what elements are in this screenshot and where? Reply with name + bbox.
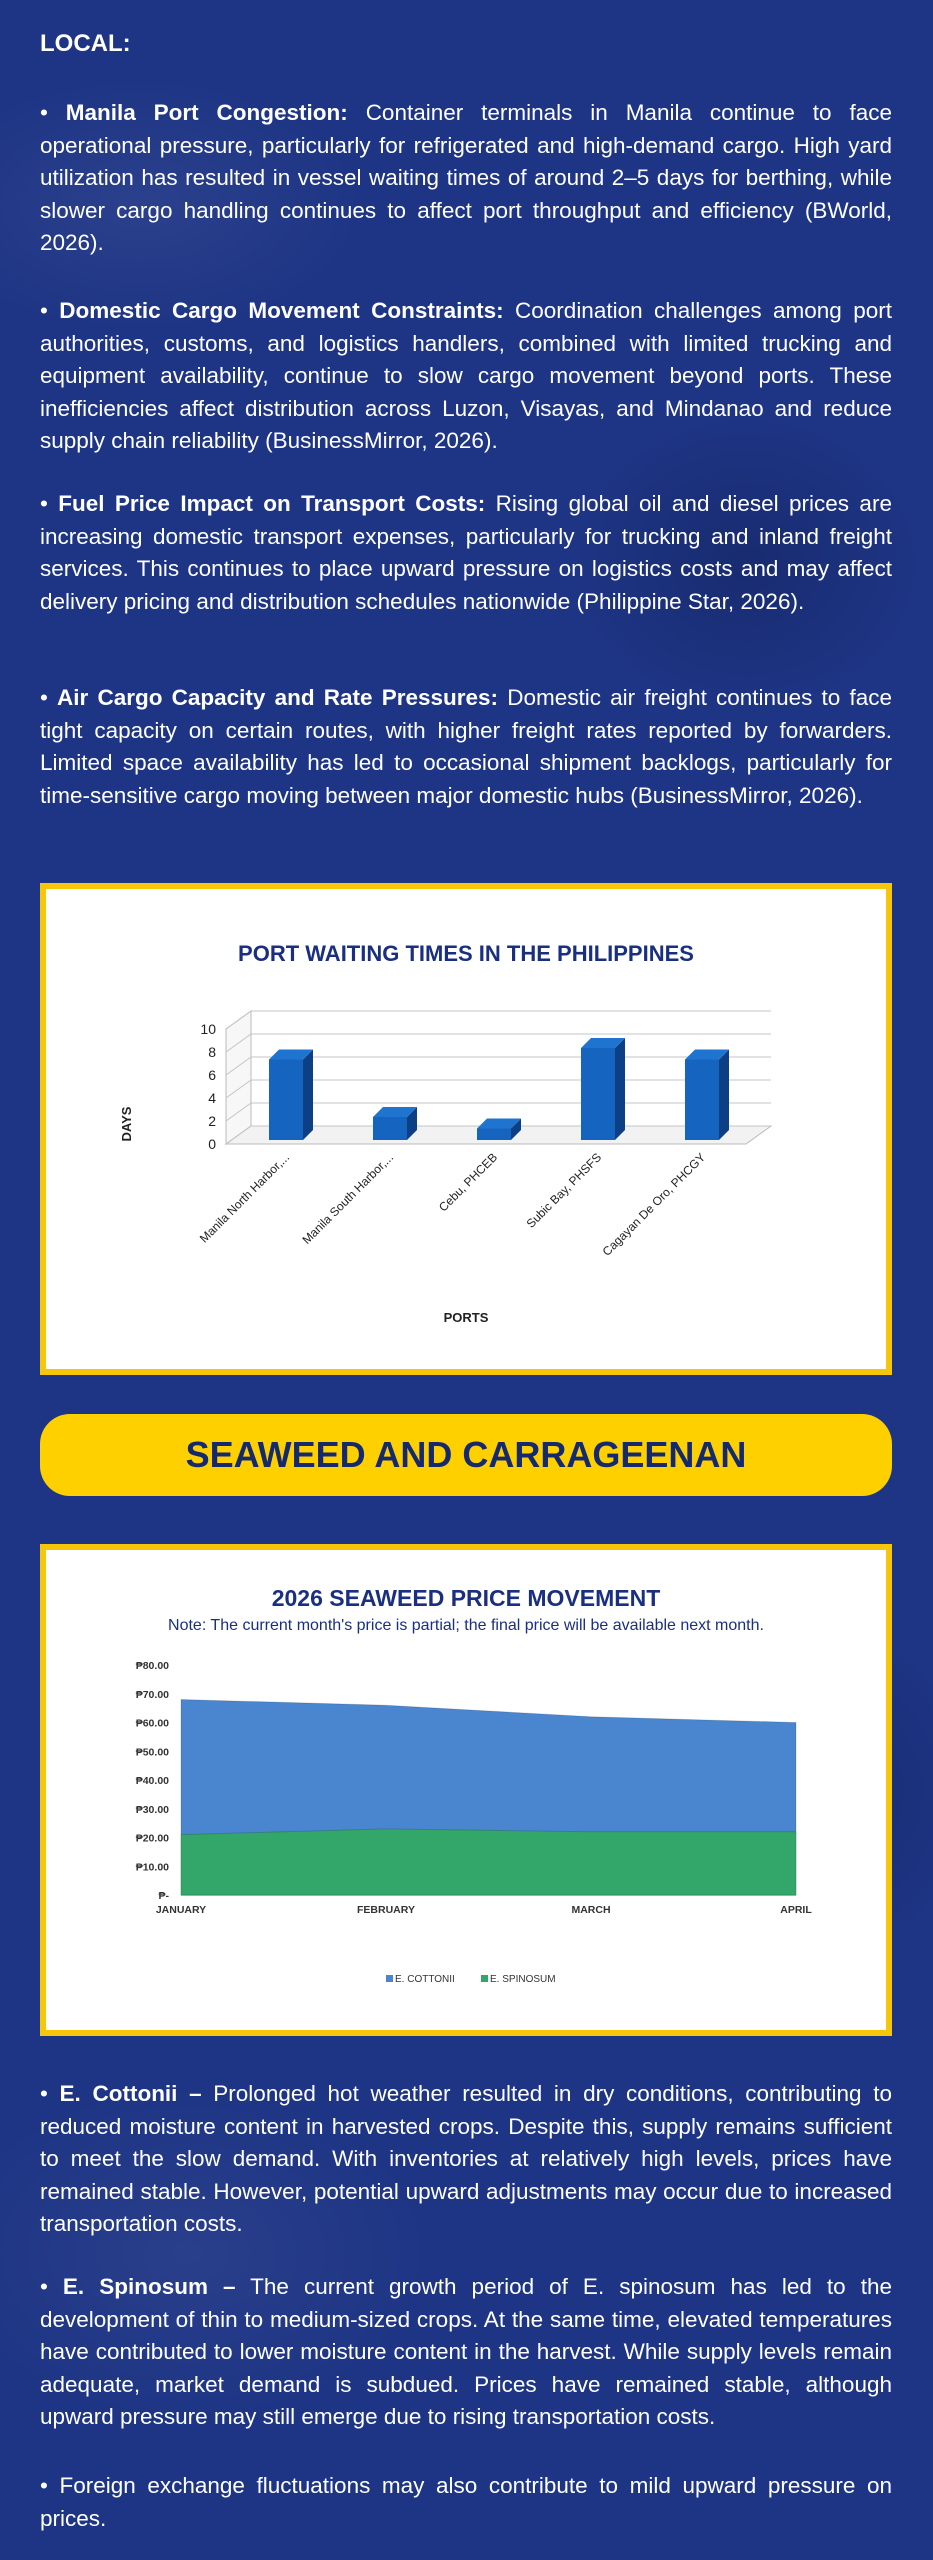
item-text: Domestic air freight continues to face t… <box>40 685 892 808</box>
bar-top <box>269 1049 313 1060</box>
areas <box>180 1698 797 1896</box>
y-tick-label: 4 <box>208 1090 216 1106</box>
bar-front <box>269 1059 303 1140</box>
bar <box>477 1118 521 1140</box>
bar-top <box>477 1118 521 1129</box>
bar-top <box>373 1107 417 1117</box>
item-text: Rising global oil and diesel prices are … <box>40 491 892 614</box>
bar-top <box>685 1049 729 1060</box>
seaweed-item-cottonii: • E. Cottonii – Prolonged hot weather re… <box>40 2081 892 2236</box>
x-tick-label: Cagayan De Oro, PHCGY <box>600 1150 708 1258</box>
legend-label: E. COTTONII <box>395 1974 455 1985</box>
seaweed-item-spinosum: • E. Spinosum – The current growth perio… <box>40 2274 892 2429</box>
y-axis-label: DAYS <box>119 1106 134 1141</box>
item-title: Fuel Price Impact on Transport Costs: <box>58 491 486 516</box>
local-item-port-congestion: • Manila Port Congestion: Container term… <box>40 100 892 255</box>
port-chart-panel: PORT WAITING TIMES IN THE PHILIPPINES DA… <box>40 883 892 1375</box>
item-text: Foreign exchange fluctuations may also c… <box>40 2473 892 2531</box>
legend-swatch <box>481 1975 488 1982</box>
y-tick-label: ₱- <box>159 1890 170 1902</box>
local-item-fuel-price: • Fuel Price Impact on Transport Costs: … <box>40 491 892 614</box>
item-text: Prolonged hot weather resulted in dry co… <box>40 2081 892 2236</box>
y-tick-label: 10 <box>200 1021 216 1037</box>
x-axis-label: PORTS <box>444 1310 489 1325</box>
y-tick-label: ₱80.00 <box>136 1660 169 1672</box>
bar-front <box>477 1128 511 1140</box>
item-title: E. Cottonii – <box>59 2081 202 2106</box>
gridline <box>225 1079 252 1099</box>
y-tick-label: ₱30.00 <box>136 1804 169 1816</box>
bar-front <box>581 1048 615 1140</box>
item-title: E. Spinosum – <box>62 2274 236 2299</box>
y-tick-label: ₱20.00 <box>136 1833 169 1845</box>
item-text: The current growth period of E. spinosum… <box>40 2274 892 2429</box>
bar-front <box>685 1059 719 1140</box>
port-waiting-chart: PORT WAITING TIMES IN THE PHILIPPINES DA… <box>119 941 773 1325</box>
chart-title: 2026 SEAWEED PRICE MOVEMENT <box>272 1585 661 1611</box>
bar-side <box>407 1107 417 1140</box>
item-title: Air Cargo Capacity and Rate Pressures: <box>57 685 499 710</box>
section-banner-seaweed: SEAWEED AND CARRAGEENAN <box>40 1414 892 1496</box>
bar-side <box>303 1049 313 1140</box>
y-tick-label: ₱10.00 <box>136 1861 169 1873</box>
bar <box>581 1038 625 1140</box>
bar <box>685 1049 729 1140</box>
area-series <box>180 1828 797 1896</box>
side-wall <box>225 1010 252 1145</box>
seaweed-price-chart: 2026 SEAWEED PRICE MOVEMENT Note: The cu… <box>136 1585 813 1985</box>
item-title: Manila Port Congestion: <box>65 100 348 125</box>
x-tick-label: Manila South Harbor,... <box>299 1150 396 1247</box>
legend-swatch <box>386 1975 393 1982</box>
gridline <box>225 1102 252 1122</box>
bar-top <box>581 1038 625 1048</box>
bar-side <box>615 1038 625 1140</box>
y-tick-label: ₱50.00 <box>136 1746 169 1758</box>
item-text: Coordination challenges among port autho… <box>40 298 892 453</box>
y-tick-label: ₱40.00 <box>136 1775 169 1787</box>
gridline <box>225 1033 252 1053</box>
item-title: Domestic Cargo Movement Constraints: <box>59 298 504 323</box>
chart-note: Note: The current month's price is parti… <box>168 1617 764 1634</box>
x-tick-label: Cebu, PHCEB <box>436 1150 500 1214</box>
y-tick-label: ₱70.00 <box>136 1689 169 1701</box>
bar <box>269 1049 313 1140</box>
bar <box>373 1107 417 1140</box>
price-chart-panel: 2026 SEAWEED PRICE MOVEMENT Note: The cu… <box>40 1544 892 2036</box>
bar-side <box>719 1049 729 1140</box>
legend: E. COTTONII E. SPINOSUM <box>386 1974 556 1985</box>
y-tick-label: 6 <box>208 1067 216 1083</box>
bar-front <box>373 1117 407 1140</box>
y-tick-label: ₱60.00 <box>136 1718 169 1730</box>
bar-side <box>511 1118 521 1140</box>
chart-title: PORT WAITING TIMES IN THE PHILIPPINES <box>238 941 694 966</box>
gridline <box>225 1010 252 1030</box>
x-tick-label: JANUARY <box>156 1904 206 1916</box>
bars <box>269 1038 729 1140</box>
x-tick-label: APRIL <box>780 1904 812 1916</box>
x-tick-label: Subic Bay, PHSFS <box>524 1150 604 1230</box>
section-heading-local: LOCAL: <box>40 30 131 57</box>
gridline <box>225 1056 252 1076</box>
item-text: Container terminals in Manila continue t… <box>40 100 892 255</box>
axis: ₱- ₱10.00 ₱20.00 ₱30.00 ₱40.00 ₱50.00 ₱60.00 ₱7… <box>136 1660 813 1916</box>
y-tick-label: 2 <box>208 1113 216 1129</box>
local-item-cargo-constraints: • Domestic Cargo Movement Constraints: C… <box>40 298 892 453</box>
x-tick-label: FEBRUARY <box>357 1904 415 1916</box>
seaweed-item-forex: • Foreign exchange fluctuations may also… <box>40 2473 892 2531</box>
gridline <box>225 1125 252 1145</box>
y-tick-label: 0 <box>208 1136 216 1152</box>
legend-label: E. SPINOSUM <box>490 1974 556 1985</box>
y-tick-label: 8 <box>208 1044 216 1060</box>
x-tick-label: Manila North Harbor,... <box>197 1150 292 1245</box>
x-tick-label: MARCH <box>571 1904 610 1916</box>
local-item-air-cargo: • Air Cargo Capacity and Rate Pressures:… <box>40 685 892 808</box>
